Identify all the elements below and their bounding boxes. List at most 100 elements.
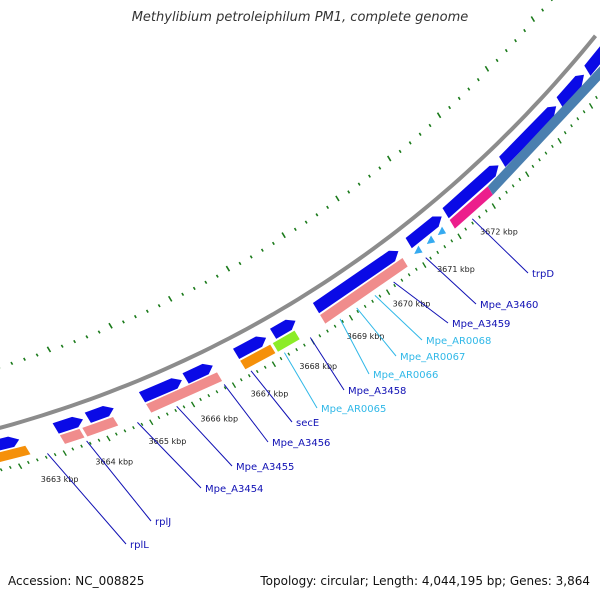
outer-tick xyxy=(550,0,553,2)
inner-tick xyxy=(356,309,360,314)
inner-tick xyxy=(378,294,382,298)
inner-tick xyxy=(231,382,237,389)
inner-tick xyxy=(17,463,23,470)
feature-tracks xyxy=(0,46,600,462)
inner-tick xyxy=(123,429,127,433)
outer-tick xyxy=(281,232,286,239)
inner-tick xyxy=(484,209,488,213)
outer-tick xyxy=(398,149,402,154)
rna-feature xyxy=(146,372,223,413)
rna-feature xyxy=(0,445,31,462)
kbp-tick-label: 3666 kbp xyxy=(200,414,238,423)
label-leader-line xyxy=(425,257,477,305)
inner-tick xyxy=(443,245,447,249)
trna-feature xyxy=(437,226,447,236)
inner-tick xyxy=(35,458,39,462)
cds-feature xyxy=(499,106,557,167)
label-leader-line xyxy=(283,352,318,409)
inner-tick xyxy=(518,177,522,182)
inner-tick xyxy=(491,203,496,209)
inner-tick xyxy=(239,378,243,382)
inner-tick xyxy=(263,365,267,369)
inner-tick xyxy=(457,233,462,240)
inner-tick xyxy=(174,408,178,413)
cds-feature xyxy=(556,74,584,108)
gene-label-mpe_ar0067: Mpe_AR0067 xyxy=(400,352,465,363)
gene-label-mpe_a3455: Mpe_A3455 xyxy=(236,462,294,473)
inner-tick xyxy=(348,314,354,321)
inner-tick xyxy=(436,250,440,255)
label-leader-line xyxy=(176,405,233,467)
outer-tick xyxy=(249,255,253,259)
cds-feature xyxy=(312,250,399,314)
outer-tick xyxy=(73,339,77,344)
cds-feature xyxy=(84,406,114,423)
rna-feature xyxy=(59,428,85,444)
inner-tick xyxy=(557,137,562,144)
inner-tick xyxy=(114,432,118,436)
label-leader-line xyxy=(309,337,345,391)
gene-label-sece: secE xyxy=(296,418,319,429)
backbone-ring xyxy=(0,34,599,433)
outer-tick xyxy=(108,322,113,329)
gene-label-mpe_ar0066: Mpe_AR0066 xyxy=(373,370,438,381)
inner-tick xyxy=(371,299,374,303)
outer-tick xyxy=(504,48,508,53)
outer-tick xyxy=(386,155,392,162)
rna-feature xyxy=(449,186,493,229)
inner-tick xyxy=(544,151,548,155)
outer-tick xyxy=(457,96,461,101)
inner-tick xyxy=(393,283,397,288)
inner-tick xyxy=(538,158,541,162)
outer-tick xyxy=(167,295,173,302)
outer-tick xyxy=(378,166,382,170)
outer-tick xyxy=(347,190,351,194)
inner-tick xyxy=(429,256,433,260)
outer-tick xyxy=(368,174,371,178)
gene-label-rplj: rplJ xyxy=(155,517,171,528)
inner-tick xyxy=(414,267,418,271)
gene-label-trpd: trpD xyxy=(532,269,554,280)
cds-feature xyxy=(138,378,182,403)
outer-tick xyxy=(10,361,14,366)
outer-tick xyxy=(35,353,39,357)
rna-feature xyxy=(82,417,119,437)
outer-dotted-ring xyxy=(0,0,553,369)
outer-tick xyxy=(121,320,125,324)
gene-label-mpe_ar0065: Mpe_AR0065 xyxy=(321,404,386,415)
outer-tick xyxy=(157,304,161,308)
inner-tick xyxy=(333,324,337,328)
inner-tick xyxy=(8,465,12,470)
inner-tick xyxy=(363,304,367,309)
inner-tick xyxy=(531,164,535,169)
outer-tick xyxy=(238,261,242,266)
inner-tick xyxy=(341,319,345,324)
outer-tick xyxy=(448,105,452,110)
cds-feature xyxy=(442,165,499,219)
outer-tick xyxy=(97,330,101,334)
inner-tick xyxy=(255,369,259,374)
outer-tick xyxy=(514,38,517,43)
outer-tick xyxy=(271,241,275,246)
kbp-tick-label: 3664 kbp xyxy=(95,457,133,466)
label-leader-line xyxy=(223,384,269,443)
label-leader-line xyxy=(250,370,293,423)
outer-tick xyxy=(335,195,340,202)
inner-tick xyxy=(71,447,75,451)
inner-tick xyxy=(422,262,427,268)
inner-tick xyxy=(498,196,502,201)
inner-tick xyxy=(576,117,580,121)
label-leader-line xyxy=(47,453,127,545)
inner-tick xyxy=(44,455,48,459)
outer-tick xyxy=(23,357,26,361)
inner-tick xyxy=(551,144,554,148)
inner-tick xyxy=(295,348,299,352)
inner-tick xyxy=(525,171,530,178)
outer-tick xyxy=(225,265,231,272)
gene-label-mpe_a3458: Mpe_A3458 xyxy=(348,386,406,397)
inner-tick xyxy=(407,273,411,277)
inner-tick xyxy=(140,422,144,426)
inner-tick xyxy=(279,356,283,361)
cds-feature xyxy=(52,416,83,434)
outer-tick xyxy=(530,16,536,23)
